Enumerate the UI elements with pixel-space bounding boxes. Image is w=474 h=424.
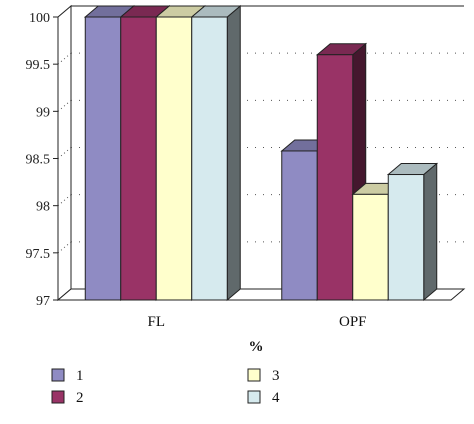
gridline-side: [57, 147, 72, 159]
legend-item: 1: [51, 368, 84, 384]
bar-side: [423, 162, 438, 302]
bar-front: [155, 16, 193, 301]
bar-front: [191, 16, 228, 301]
bar-front: [316, 54, 354, 301]
legend-label: 1: [76, 368, 84, 384]
bar-front: [352, 193, 389, 301]
legend-swatch: [247, 368, 261, 382]
bar-side: [226, 4, 241, 302]
y-tick-label: 97.5: [26, 247, 51, 262]
bar-front: [120, 16, 157, 301]
y-tick-label: 98.5: [26, 153, 51, 168]
gridline-side: [57, 241, 72, 254]
labels: 97 97.5 98 98.5 99 99.5 100 FL OPF%: [26, 11, 367, 355]
legend: 1 2 3 4: [51, 368, 280, 406]
bars: [83, 4, 439, 302]
y-tick-label: 98: [36, 200, 50, 215]
legend-swatch: [247, 390, 261, 404]
gridline-side: [57, 194, 72, 207]
y-tick-label: 99: [36, 105, 50, 120]
legend-swatch: [51, 390, 65, 404]
legend-item: 2: [51, 390, 84, 406]
legend-item: 3: [247, 368, 280, 384]
bar: [386, 162, 439, 302]
y-tick-label: 100: [29, 11, 50, 26]
legend-swatch: [51, 368, 65, 382]
legend-label: 3: [272, 368, 280, 384]
x-category-label: FL: [147, 314, 165, 330]
gridline-side: [57, 99, 72, 112]
bar-front: [84, 16, 122, 301]
legend-item: 4: [247, 390, 280, 406]
x-axis-title: %: [249, 339, 264, 355]
legend-label: 4: [272, 390, 280, 406]
bar-front: [387, 174, 425, 301]
x-category-label: OPF: [339, 314, 367, 330]
y-tick-label: 99.5: [26, 58, 51, 73]
legend-label: 2: [76, 390, 84, 406]
gridline-side: [57, 52, 72, 65]
bar-front: [281, 150, 318, 301]
bar: [190, 4, 242, 302]
y-tick-label: 97: [36, 294, 50, 309]
